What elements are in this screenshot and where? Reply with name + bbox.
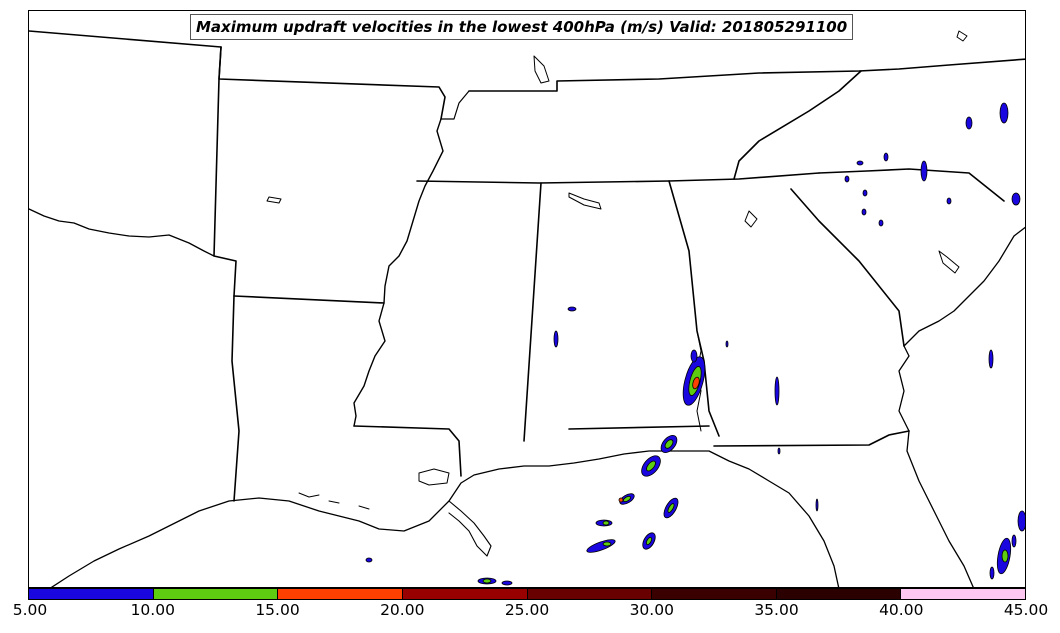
updraft-cell	[815, 498, 819, 512]
updraft-cell	[664, 439, 674, 449]
updraft-cell	[1017, 510, 1025, 532]
lake-outline	[568, 192, 602, 210]
updraft-cell	[946, 197, 952, 205]
state-border-ar-tx	[213, 46, 237, 297]
updraft-cell	[690, 349, 698, 363]
updraft-cell	[567, 306, 577, 312]
colorbar-segment	[152, 589, 278, 599]
updraft-cell	[482, 578, 492, 584]
updraft-cell	[622, 495, 632, 503]
updraft-cell	[692, 376, 700, 390]
updraft-cell	[920, 160, 928, 182]
colorbar-segment	[775, 589, 901, 599]
updraft-cell	[586, 539, 616, 553]
state-border-ar-la	[233, 295, 385, 304]
state-border-tn-south	[416, 172, 820, 184]
colorbar-segment	[277, 589, 402, 599]
lake-outline	[956, 30, 968, 42]
updraft-cell	[777, 447, 781, 455]
colorbar-segment	[526, 589, 652, 599]
red-river	[29, 208, 215, 257]
updraft-cell	[501, 580, 513, 586]
updraft-cell	[856, 160, 864, 166]
updraft-cell	[774, 376, 780, 406]
state-border-tn-north	[468, 58, 1025, 92]
updraft-cell	[989, 566, 995, 580]
colorbar-tick-label: 10.00	[130, 601, 175, 619]
gulf-coastline	[50, 450, 840, 587]
florida-east-coast	[906, 430, 974, 587]
colorbar-labels: 5.00 10.00 15.00 20.00 25.00 30.00 35.00 40.00 4…	[0, 601, 1060, 625]
state-border-ms-al	[523, 182, 542, 442]
updraft-cell	[988, 349, 994, 369]
updraft-cell	[602, 541, 612, 547]
updraft-cell	[365, 557, 373, 563]
state-border-mo-ar	[218, 46, 446, 120]
map-panel	[28, 10, 1026, 588]
mississippi-delta	[448, 500, 492, 557]
map-title: Maximum updraft velocities in the lowest…	[196, 18, 848, 36]
updraft-cell	[999, 102, 1009, 124]
barrier-islands	[298, 492, 370, 510]
state-border-nc-sc	[818, 168, 1005, 202]
updraft-cell	[965, 116, 973, 130]
lake-outline	[533, 55, 550, 84]
ohio-river	[440, 90, 470, 120]
updraft-cell	[878, 219, 884, 227]
colorbar-segment	[29, 589, 153, 599]
colorbar-tick-label: 25.00	[504, 601, 550, 619]
atlantic-coastline-sc	[903, 226, 1025, 347]
state-border-ok-ar	[29, 30, 222, 48]
updraft-cell	[1011, 192, 1021, 206]
colorbar	[28, 588, 1026, 600]
map-title-box: Maximum updraft velocities in the lowest…	[190, 14, 854, 40]
colorbar-segment	[401, 589, 527, 599]
updraft-cell	[618, 497, 624, 503]
atlantic-coastline	[898, 345, 910, 432]
colorbar-tick-label: 35.00	[754, 601, 799, 619]
state-border-ms-la-east	[353, 425, 462, 477]
updraft-cell	[725, 340, 729, 348]
lake-outline	[266, 196, 282, 204]
updraft-cell	[602, 520, 610, 526]
colorbar-tick-label: 45.00	[1003, 601, 1049, 619]
updraft-cell	[1001, 549, 1009, 563]
updraft-cell	[844, 175, 850, 183]
updraft-cell	[646, 460, 656, 472]
updraft-cell	[862, 189, 868, 197]
map-canvas	[29, 30, 1025, 587]
updraft-cell	[553, 330, 559, 348]
updraft-cell	[667, 503, 675, 513]
colorbar-tick-label: 5.00	[12, 601, 48, 619]
colorbar-segment	[651, 589, 776, 599]
colorbar-tick-label: 30.00	[629, 601, 674, 619]
lake-outline	[744, 210, 758, 228]
colorbar-tick-label: 15.00	[255, 601, 300, 619]
colorbar-tick-label: 40.00	[879, 601, 924, 619]
updraft-contours	[365, 102, 1025, 586]
state-border-al-fl	[568, 425, 710, 430]
updraft-cell	[883, 152, 889, 162]
updraft-cell	[645, 536, 653, 546]
lake-pontchartrain	[418, 468, 450, 486]
state-border-la-tx	[231, 295, 240, 502]
updraft-cell	[861, 208, 867, 216]
colorbar-segment	[900, 589, 1025, 599]
state-border-ga-fl	[713, 430, 910, 447]
updraft-cell	[1011, 534, 1017, 548]
state-border-ga-sc	[790, 188, 905, 347]
lake-outline	[938, 250, 960, 274]
colorbar-tick-label: 20.00	[380, 601, 425, 619]
state-border-ky-va	[733, 70, 862, 180]
mississippi-river	[353, 118, 444, 427]
